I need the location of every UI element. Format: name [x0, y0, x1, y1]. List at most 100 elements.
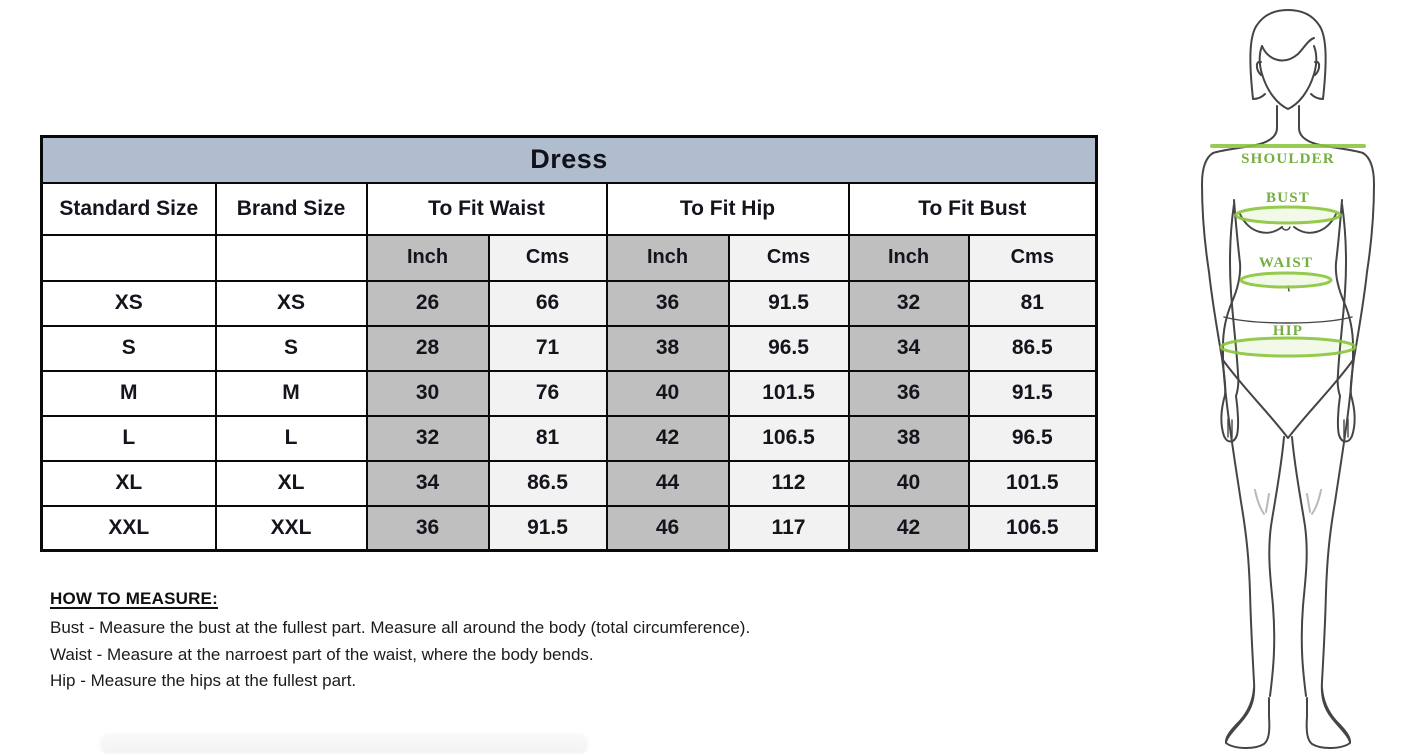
cell-bust-cms: 96.5: [967, 414, 1098, 462]
header-standard-size: Standard Size: [40, 181, 217, 236]
cell-waist-cms: 86.5: [487, 459, 608, 507]
underwear-top-line: [1223, 316, 1353, 324]
cell-standard-size: M: [40, 369, 217, 417]
cell-bust-cms: 91.5: [967, 369, 1098, 417]
unit-header-inch: Inch: [847, 233, 970, 282]
cell-waist-inch: 30: [365, 369, 490, 417]
hand-left: [1220, 394, 1240, 443]
cell-bust-inch: 36: [847, 369, 970, 417]
arm-outer-left: [1201, 152, 1227, 396]
cell-hip-cms: 101.5: [727, 369, 850, 417]
body-outline: [1201, 9, 1375, 749]
cell-brand-size: XS: [214, 279, 368, 327]
cell-hip-inch: 38: [605, 324, 730, 372]
cell-waist-inch: 36: [365, 504, 490, 552]
leg-inner-right: [1291, 436, 1308, 697]
table-title-row: Dress: [40, 135, 1098, 184]
cell-bust-inch: 34: [847, 324, 970, 372]
torso-right: [1334, 199, 1354, 361]
unit-header-cms: Cms: [727, 233, 850, 282]
cell-bust-cms: 101.5: [967, 459, 1098, 507]
header-to-fit-waist: To Fit Waist: [365, 181, 608, 236]
cell-hip-cms: 106.5: [727, 414, 850, 462]
table-group-header-row: Standard Size Brand Size To Fit Waist To…: [40, 181, 1098, 236]
cell-brand-size: S: [214, 324, 368, 372]
neck-left: [1212, 105, 1278, 154]
cell-hip-inch: 36: [605, 279, 730, 327]
body-measurement-figure: SHOULDER BUST WAIST HIP: [1201, 9, 1375, 749]
hand-right: [1336, 394, 1356, 443]
empty-cell: [214, 233, 368, 282]
crotch-point: [1283, 432, 1293, 439]
ear-right: [1314, 60, 1321, 76]
bust-ellipse: [1234, 205, 1342, 225]
size-chart: Dress Standard Size Brand Size To Fit Wa…: [40, 135, 1099, 552]
cell-bust-inch: 32: [847, 279, 970, 327]
cell-standard-size: XS: [40, 279, 217, 327]
shoulder-label: SHOULDER: [1241, 151, 1335, 167]
how-to-measure-heading: HOW TO MEASURE:: [50, 589, 218, 608]
header-to-fit-bust: To Fit Bust: [847, 181, 1098, 236]
cell-hip-inch: 42: [605, 414, 730, 462]
waist-label: WAIST: [1259, 255, 1313, 271]
neck-right: [1298, 105, 1364, 154]
cell-waist-cms: 76: [487, 369, 608, 417]
cell-standard-size: L: [40, 414, 217, 462]
cell-hip-cms: 112: [727, 459, 850, 507]
unit-header-inch: Inch: [365, 233, 490, 282]
hair-edge-left: [1252, 93, 1266, 100]
table-row: L L 32 81 42 106.5 38 96.5: [40, 414, 1098, 462]
cell-hip-inch: 40: [605, 369, 730, 417]
unit-header-cms: Cms: [487, 233, 608, 282]
hip-label: HIP: [1273, 323, 1303, 339]
underwear-v-left: [1222, 359, 1285, 434]
cell-standard-size: XXL: [40, 504, 217, 552]
cell-brand-size: XL: [214, 459, 368, 507]
cell-waist-inch: 34: [365, 459, 490, 507]
how-to-measure-section: HOW TO MEASURE: Bust - Measure the bust …: [50, 589, 870, 695]
foot-left: [1224, 687, 1271, 749]
header-to-fit-hip: To Fit Hip: [605, 181, 850, 236]
leg-outer-right: [1320, 359, 1354, 743]
unit-header-cms: Cms: [967, 233, 1098, 282]
arm-inner-left: [1229, 203, 1240, 397]
torso-left: [1222, 199, 1242, 361]
empty-cell: [40, 233, 217, 282]
size-chart-table: Dress Standard Size Brand Size To Fit Wa…: [40, 135, 1099, 552]
cell-waist-inch: 28: [365, 324, 490, 372]
table-row: XXL XXL 36 91.5 46 117 42 106.5: [40, 504, 1098, 552]
waist-ellipse: [1239, 271, 1333, 289]
cell-standard-size: S: [40, 324, 217, 372]
knee-marks: [1254, 489, 1322, 515]
cell-waist-cms: 81: [487, 414, 608, 462]
cell-waist-cms: 91.5: [487, 504, 608, 552]
ear-left: [1255, 60, 1262, 76]
hair-edge-right: [1310, 93, 1324, 100]
unit-header-inch: Inch: [605, 233, 730, 282]
header-brand-size: Brand Size: [214, 181, 368, 236]
cell-standard-size: XL: [40, 459, 217, 507]
hair-outline: [1249, 9, 1327, 100]
cell-bust-cms: 106.5: [967, 504, 1098, 552]
measurement-guides: SHOULDER BUST WAIST HIP: [1210, 144, 1366, 358]
cell-hip-cms: 96.5: [727, 324, 850, 372]
bust-label: BUST: [1266, 190, 1310, 206]
measure-instruction-bust: Bust - Measure the bust at the fullest p…: [50, 618, 751, 637]
cell-waist-inch: 32: [365, 414, 490, 462]
cell-hip-cms: 91.5: [727, 279, 850, 327]
cell-bust-inch: 42: [847, 504, 970, 552]
cell-brand-size: M: [214, 369, 368, 417]
table-title: Dress: [40, 135, 1098, 184]
table-row: XS XS 26 66 36 91.5 32 81: [40, 279, 1098, 327]
cell-hip-inch: 44: [605, 459, 730, 507]
table-row: XL XL 34 86.5 44 112 40 101.5: [40, 459, 1098, 507]
cell-waist-cms: 71: [487, 324, 608, 372]
cell-hip-cms: 117: [727, 504, 850, 552]
measure-instruction-waist: Waist - Measure at the narroest part of …: [50, 644, 594, 664]
face-outline: [1258, 45, 1318, 110]
underwear-v-right: [1291, 359, 1354, 434]
table-row: M M 30 76 40 101.5 36 91.5: [40, 369, 1098, 417]
arm-outer-right: [1349, 152, 1375, 396]
cell-bust-cms: 86.5: [967, 324, 1098, 372]
faint-shadow-strip: [100, 733, 588, 754]
